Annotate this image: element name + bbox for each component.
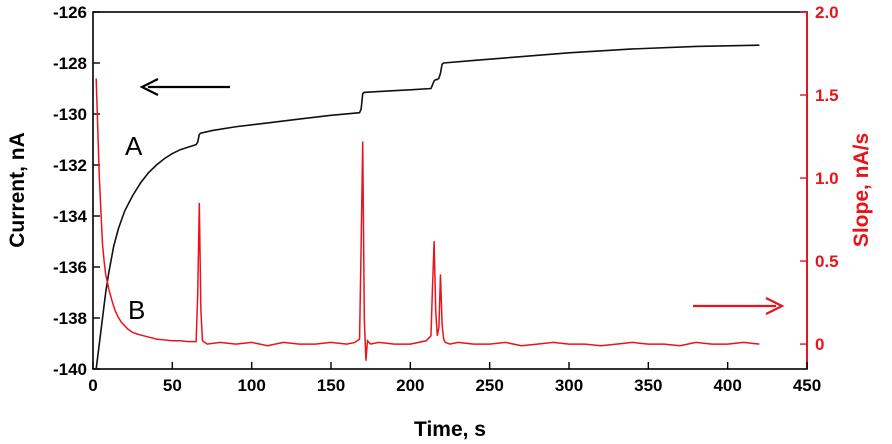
x-tick-label: 450 bbox=[793, 376, 821, 395]
y-axis-left-label: Current, nA bbox=[6, 132, 29, 248]
left-tick-label: -138 bbox=[53, 309, 87, 328]
series-line-slope bbox=[95, 78, 760, 361]
y-axis-right-label: Slope, nA/s bbox=[850, 133, 873, 247]
x-tick-label: 150 bbox=[317, 376, 345, 395]
x-axis-label: Time, s bbox=[414, 418, 486, 441]
right-arrow-icon bbox=[693, 297, 785, 315]
left-arrow-icon bbox=[139, 78, 230, 96]
left-axis-ticks: -140 -138 -136 -134 -132 -130 -128 -126 bbox=[53, 3, 100, 379]
right-tick-label: 1.5 bbox=[815, 86, 839, 105]
right-tick-label: 0 bbox=[815, 335, 824, 354]
x-tick-label: 200 bbox=[396, 376, 424, 395]
right-axis-ticks: 0 0.5 1.0 1.5 2.0 bbox=[800, 3, 839, 354]
x-tick-label: 300 bbox=[555, 376, 583, 395]
right-tick-label: 1.0 bbox=[815, 169, 839, 188]
x-tick-label: 100 bbox=[237, 376, 265, 395]
plot-frame bbox=[92, 11, 808, 370]
annotation-a: A bbox=[125, 131, 143, 161]
x-tick-label: 350 bbox=[634, 376, 662, 395]
left-tick-label: -128 bbox=[53, 54, 87, 73]
x-tick-label: 400 bbox=[713, 376, 741, 395]
left-tick-label: -140 bbox=[53, 360, 87, 379]
x-tick-label: 250 bbox=[475, 376, 503, 395]
left-tick-label: -134 bbox=[53, 207, 88, 226]
left-tick-label: -126 bbox=[53, 3, 87, 22]
left-tick-label: -130 bbox=[53, 105, 87, 124]
left-tick-label: -132 bbox=[53, 156, 87, 175]
series-line-current bbox=[95, 44, 760, 370]
x-axis-ticks: 0 50 100 150 200 250 300 350 400 450 bbox=[88, 362, 821, 395]
left-tick-label: -136 bbox=[53, 258, 87, 277]
right-tick-label: 2.0 bbox=[815, 3, 839, 22]
right-tick-label: 0.5 bbox=[815, 252, 839, 271]
annotation-b: B bbox=[128, 295, 145, 325]
x-tick-label: 0 bbox=[88, 376, 97, 395]
x-tick-label: 50 bbox=[163, 376, 182, 395]
